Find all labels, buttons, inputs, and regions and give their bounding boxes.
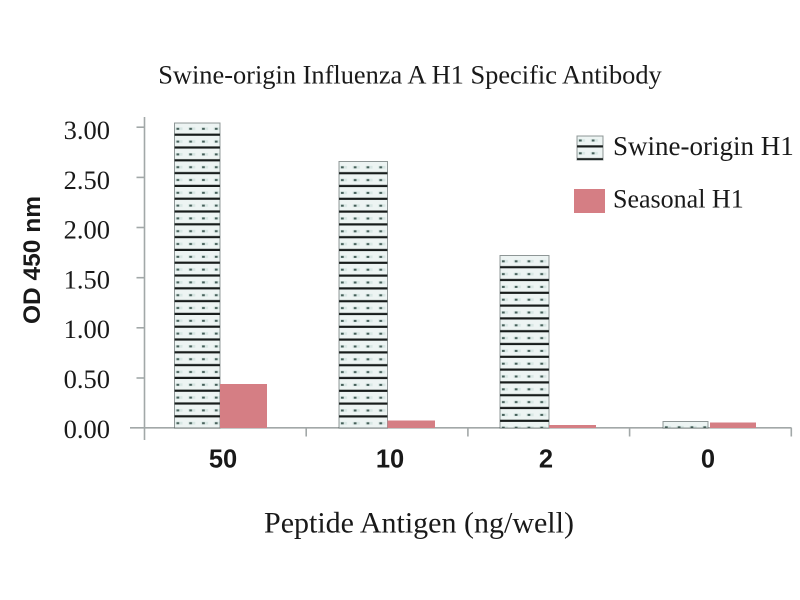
svg-text:10: 10 xyxy=(376,446,404,474)
svg-text:OD 450 nm: OD 450 nm xyxy=(19,196,46,324)
svg-text:Swine-origin H1: Swine-origin H1 xyxy=(613,131,794,161)
svg-text:2.50: 2.50 xyxy=(64,165,110,195)
svg-text:Swine-origin Influenza A H1 Sp: Swine-origin Influenza A H1 Specific Ant… xyxy=(158,60,662,90)
svg-text:0: 0 xyxy=(701,446,715,474)
svg-text:1.50: 1.50 xyxy=(64,264,110,294)
svg-text:Peptide Antigen (ng/well): Peptide Antigen (ng/well) xyxy=(264,507,574,540)
svg-text:50: 50 xyxy=(209,446,237,474)
svg-text:2.00: 2.00 xyxy=(64,215,110,245)
svg-text:3.00: 3.00 xyxy=(64,115,110,145)
svg-text:Seasonal H1: Seasonal H1 xyxy=(613,185,744,214)
svg-text:1.00: 1.00 xyxy=(64,314,110,344)
svg-text:0.00: 0.00 xyxy=(64,414,110,444)
svg-text:0.50: 0.50 xyxy=(64,364,110,394)
svg-text:2: 2 xyxy=(539,446,553,474)
